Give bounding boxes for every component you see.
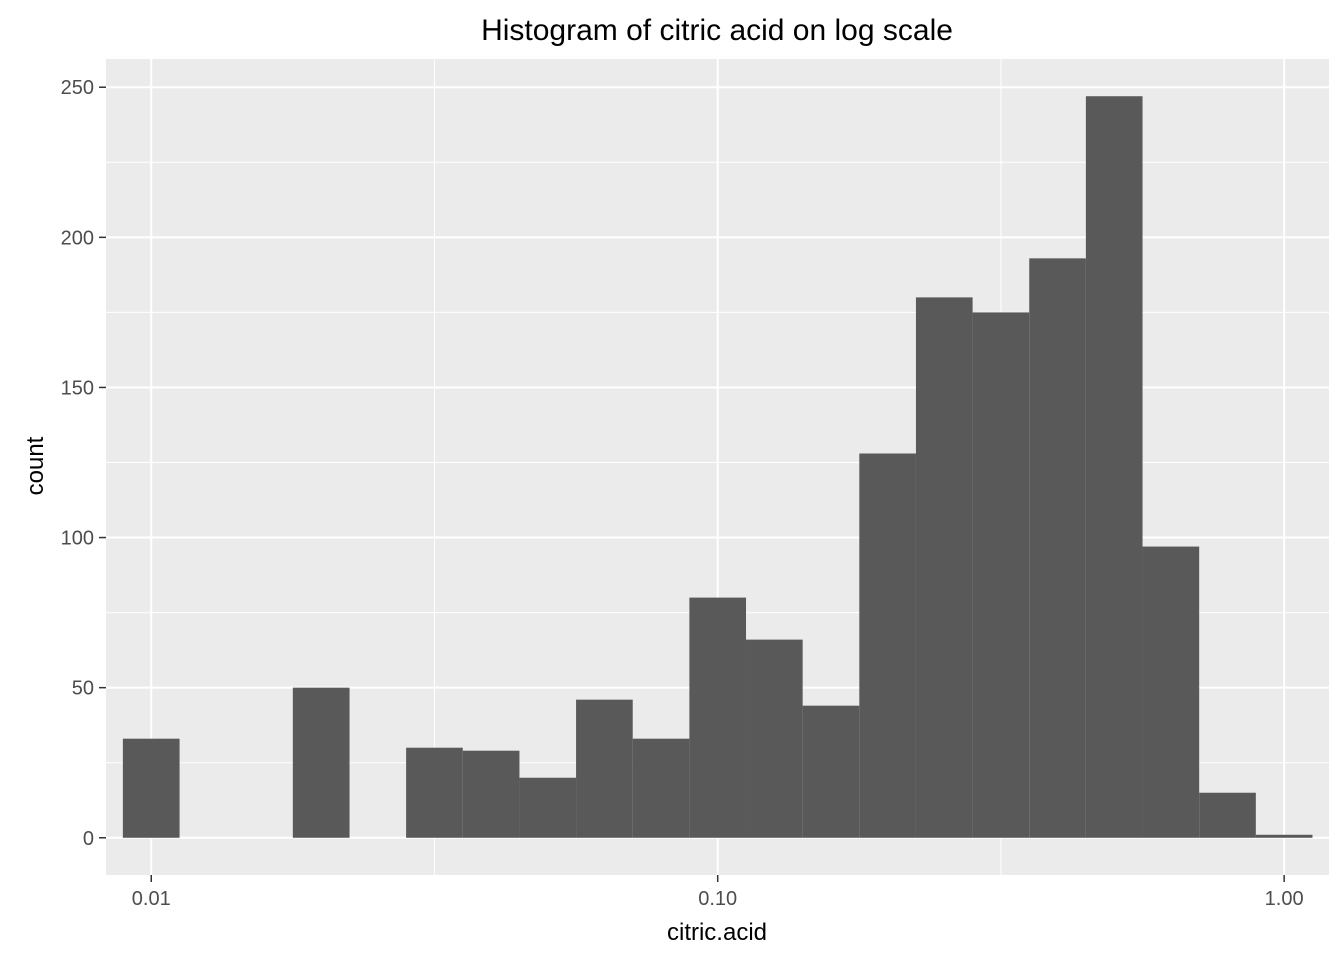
histogram-bars — [122, 96, 1313, 838]
histogram-bar — [915, 297, 973, 838]
histogram-bar — [689, 597, 747, 838]
histogram-bar — [1255, 834, 1313, 838]
histogram-bar — [632, 738, 690, 838]
histogram-bar — [1085, 96, 1143, 838]
histogram-bar — [972, 312, 1030, 838]
y-tick-label: 0 — [83, 828, 94, 850]
histogram-bar — [406, 747, 463, 838]
y-tick-label: 250 — [61, 77, 94, 99]
y-tick-label: 200 — [61, 227, 94, 249]
histogram-bar — [746, 639, 803, 838]
major-gridlines — [106, 59, 1329, 875]
y-tick-label: 50 — [72, 678, 94, 700]
histogram-bar — [859, 453, 916, 838]
histogram-bar — [1142, 546, 1200, 838]
x-tick-label: 0.01 — [132, 888, 171, 910]
y-tick-label: 100 — [61, 528, 94, 550]
y-axis-ticks: 0 50 100 150 200 250 — [61, 77, 106, 850]
histogram-bar — [1029, 258, 1086, 838]
histogram-bar — [576, 699, 633, 838]
histogram-bar — [519, 777, 577, 838]
histogram-bar — [292, 687, 350, 838]
x-axis-ticks: 0.01 0.10 1.00 — [132, 875, 1304, 910]
x-tick-label: 0.10 — [698, 888, 737, 910]
histogram-bar — [122, 738, 180, 838]
chart-title: Histogram of citric acid on log scale — [481, 14, 953, 47]
x-axis-title: citric.acid — [667, 919, 767, 946]
histogram-bar — [1199, 792, 1256, 838]
y-tick-label: 150 — [61, 377, 94, 399]
histogram-bar — [802, 705, 860, 838]
y-axis-title: count — [22, 436, 49, 495]
x-tick-label: 1.00 — [1265, 888, 1304, 910]
histogram-bar — [462, 750, 520, 838]
